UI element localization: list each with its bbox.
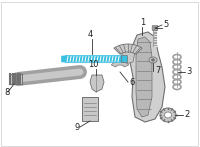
Ellipse shape [160,108,176,122]
Text: 2: 2 [184,110,189,119]
Text: 4: 4 [88,30,93,39]
Polygon shape [136,37,152,117]
Polygon shape [111,61,129,67]
Text: 5: 5 [163,20,168,29]
Polygon shape [114,44,142,54]
FancyBboxPatch shape [62,56,68,62]
Text: 7: 7 [155,66,160,75]
Text: 8: 8 [4,88,9,97]
Ellipse shape [164,112,172,118]
FancyBboxPatch shape [122,56,128,62]
Text: 6: 6 [129,78,134,87]
Text: 3: 3 [186,67,191,76]
Bar [82,97,98,121]
Text: 10: 10 [88,60,99,69]
Polygon shape [90,75,104,92]
Ellipse shape [149,57,157,63]
Polygon shape [122,47,135,65]
Text: 9: 9 [74,123,79,132]
Ellipse shape [152,59,154,61]
FancyBboxPatch shape [152,26,158,30]
Polygon shape [130,32,165,122]
Text: 1: 1 [140,18,145,27]
Bar [9,74,22,84]
